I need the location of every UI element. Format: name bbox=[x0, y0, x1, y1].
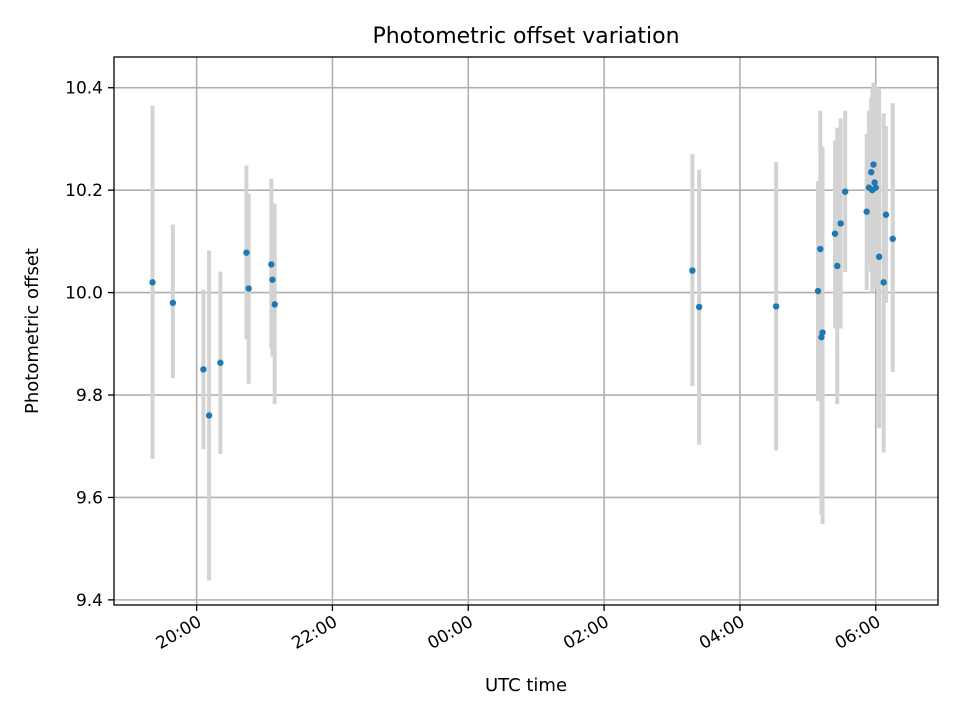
y-tick-label: 10.4 bbox=[65, 79, 103, 99]
data-point bbox=[200, 366, 207, 373]
data-point bbox=[871, 179, 878, 186]
data-point bbox=[205, 412, 213, 419]
data-point bbox=[819, 329, 826, 336]
data-point bbox=[814, 287, 822, 295]
data-point bbox=[245, 285, 252, 292]
chart-title: Photometric offset variation bbox=[372, 24, 679, 49]
data-point bbox=[271, 301, 278, 308]
data-point bbox=[841, 188, 849, 195]
data-point bbox=[243, 249, 250, 256]
data-point bbox=[872, 184, 879, 191]
data-point bbox=[772, 303, 780, 310]
data-point bbox=[217, 359, 224, 366]
y-tick-label: 9.8 bbox=[76, 386, 103, 406]
errorbar-layer bbox=[150, 82, 895, 581]
plot-frame bbox=[113, 56, 939, 606]
y-axis-label: Photometric offset bbox=[22, 248, 43, 414]
data-point bbox=[889, 235, 896, 243]
data-point bbox=[880, 279, 887, 286]
data-point bbox=[817, 245, 824, 253]
data-point bbox=[695, 303, 703, 311]
point-layer bbox=[149, 161, 896, 419]
y-tick-label: 9.6 bbox=[76, 488, 103, 508]
data-point bbox=[689, 267, 696, 274]
y-tick-label: 9.4 bbox=[76, 591, 103, 611]
x-tick-label: 00:00 bbox=[424, 612, 476, 654]
data-point bbox=[169, 299, 177, 307]
data-point bbox=[269, 276, 276, 283]
y-tick-label: 10.0 bbox=[65, 284, 103, 304]
x-tick-label: 20:00 bbox=[153, 612, 205, 654]
data-point bbox=[868, 169, 875, 176]
x-tick-label: 06:00 bbox=[832, 612, 884, 654]
data-point bbox=[882, 211, 890, 218]
x-tick-label: 02:00 bbox=[560, 612, 612, 654]
x-tick-label: 04:00 bbox=[696, 612, 748, 654]
data-point bbox=[149, 279, 156, 286]
data-point bbox=[863, 208, 870, 215]
x-axis-label: UTC time bbox=[485, 675, 567, 696]
data-point bbox=[831, 230, 839, 237]
data-point bbox=[268, 261, 275, 268]
x-tick-label: 22:00 bbox=[289, 612, 341, 654]
y-tick-label: 10.2 bbox=[65, 181, 103, 201]
data-point bbox=[834, 262, 841, 270]
data-point bbox=[875, 253, 883, 260]
grid-layer bbox=[114, 57, 938, 605]
data-point bbox=[870, 161, 877, 168]
tick-layer: 9.4 9.6 9.8 10.0 10.2 10.4 20:00 22:00 00:00 02:0… bbox=[65, 79, 884, 654]
data-point bbox=[837, 220, 844, 227]
